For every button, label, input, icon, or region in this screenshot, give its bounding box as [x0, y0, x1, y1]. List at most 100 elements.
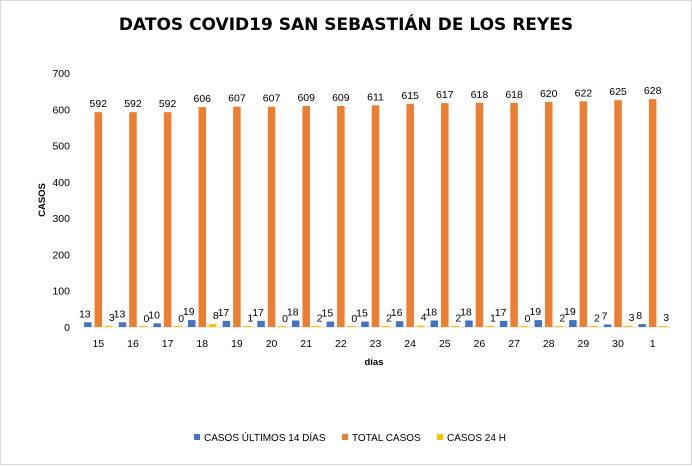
data-label: 3: [109, 312, 115, 324]
bar: [659, 325, 667, 327]
data-label: 18: [287, 306, 299, 318]
bar: [406, 103, 414, 327]
y-tick-label: 600: [52, 104, 70, 116]
data-label: 617: [436, 89, 454, 101]
data-label: 13: [114, 308, 126, 320]
data-label: 2: [559, 312, 565, 324]
y-tick-label: 500: [52, 141, 70, 153]
x-tick-label: 30: [612, 338, 624, 350]
x-tick-label: 24: [404, 338, 416, 350]
data-label: 2: [386, 312, 392, 324]
bar: [222, 320, 231, 327]
data-label: 16: [391, 307, 403, 319]
data-label: 0: [525, 313, 531, 325]
x-tick-label: 15: [92, 338, 104, 350]
bar: [312, 325, 321, 327]
data-label: 19: [183, 306, 195, 318]
bar: [163, 112, 172, 327]
bar: [534, 320, 542, 327]
y-tick-label: 0: [64, 322, 70, 334]
x-tick-label: 18: [196, 338, 208, 350]
bar: [105, 325, 113, 327]
y-tick-label: 100: [52, 286, 70, 298]
bar: [209, 324, 217, 327]
x-tick-label: 22: [335, 338, 347, 350]
data-label: 18: [425, 306, 437, 318]
data-label: 8: [636, 310, 642, 322]
bar: [648, 99, 657, 327]
data-label: 19: [564, 306, 576, 318]
x-tick-label: 20: [266, 338, 278, 350]
x-tick-label: 16: [127, 338, 139, 350]
bar: [451, 325, 460, 327]
data-label: 10: [148, 309, 160, 321]
x-tick-label: 23: [370, 338, 382, 350]
x-tick-label: 28: [543, 338, 555, 350]
bar: [233, 106, 241, 327]
legend: CASOS ÚLTIMOS 14 DÍAS TOTAL CASOS CASOS 24…: [194, 431, 506, 444]
data-label: 620: [540, 88, 558, 100]
bar: [614, 100, 622, 327]
y-tick-label: 700: [52, 68, 70, 80]
bar: [486, 325, 494, 327]
data-label: 1: [490, 313, 496, 325]
bar: [118, 322, 127, 327]
legend-label: CASOS 24 H: [447, 433, 506, 444]
x-axis-title: días: [364, 357, 383, 368]
legend-swatch: [194, 434, 200, 440]
bar: [278, 325, 286, 327]
x-tick-label: 29: [578, 338, 590, 350]
data-label: 0: [144, 313, 150, 325]
bar: [302, 106, 310, 328]
bar: [510, 102, 518, 327]
bar: [198, 107, 207, 327]
bar: [520, 325, 529, 327]
data-label: 2: [455, 312, 461, 324]
bars-group: [84, 99, 667, 328]
data-label: 625: [609, 86, 627, 98]
x-tick-label: 19: [231, 338, 243, 350]
bar: [94, 112, 103, 327]
data-label: 0: [178, 313, 184, 325]
data-label: 618: [471, 89, 489, 101]
data-label: 13: [79, 308, 91, 320]
data-label: 0: [351, 313, 357, 325]
data-label: 592: [90, 98, 108, 110]
data-label: 17: [252, 307, 264, 319]
data-label: 615: [401, 90, 419, 102]
bar: [257, 320, 265, 327]
x-tick-label: 26: [474, 338, 486, 350]
data-label: 8: [213, 310, 219, 322]
y-tick-label: 300: [52, 213, 70, 225]
x-tick-label: 1: [650, 338, 656, 350]
bar: [430, 320, 439, 327]
x-tick-label: 17: [162, 338, 174, 350]
data-label: 0: [282, 313, 288, 325]
bar: [590, 325, 598, 327]
data-label: 3: [629, 312, 635, 324]
data-label: 607: [228, 93, 246, 105]
bar: [603, 324, 612, 327]
bar: [291, 320, 300, 327]
data-label: 2: [317, 312, 323, 324]
bar: [347, 325, 356, 327]
bar: [465, 320, 473, 327]
y-tick-label: 200: [52, 249, 70, 261]
bar: [267, 106, 276, 327]
bar: [555, 325, 563, 327]
data-label: 622: [575, 87, 593, 99]
x-tick-label: 27: [508, 338, 520, 350]
bar: [544, 102, 553, 328]
data-label: 609: [297, 92, 315, 104]
data-label: 611: [367, 91, 384, 103]
y-tick-label: 400: [52, 177, 70, 189]
bar: [624, 325, 633, 327]
data-label: 609: [332, 92, 350, 104]
legend-swatch: [342, 434, 348, 440]
legend-label: CASOS ÚLTIMOS 14 DÍAS: [204, 431, 326, 444]
data-label: 606: [193, 93, 211, 105]
data-label: 7: [602, 310, 608, 322]
